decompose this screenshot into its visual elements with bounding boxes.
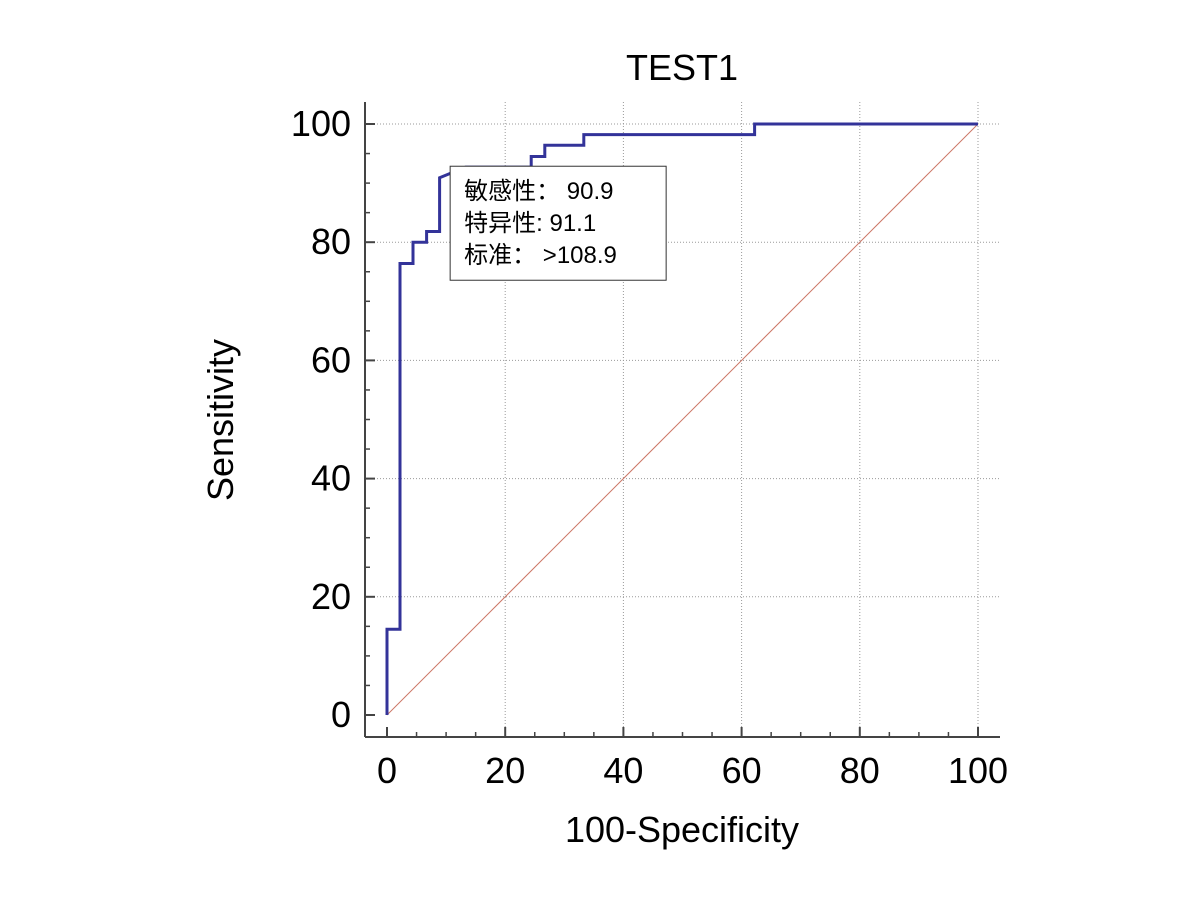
annotation-sensitivity: 敏感性： 90.9 <box>464 178 613 205</box>
x-tick-label: 60 <box>722 750 762 791</box>
y-tick-label: 80 <box>311 221 351 262</box>
tick-labels: 0 20 40 60 80 100 0 20 40 60 80 100 <box>291 103 1008 791</box>
y-tick-label: 20 <box>311 576 351 617</box>
reference-diagonal <box>386 123 979 716</box>
y-tick-label: 100 <box>291 103 351 144</box>
x-tick-label: 40 <box>603 750 643 791</box>
annotation-box <box>449 165 667 281</box>
cutoff-annotation: 敏感性： 90.9 特异性: 91.1 标准： >108.9 <box>449 165 667 281</box>
x-tick-label: 20 <box>485 750 525 791</box>
annotation-specificity: 特异性: 91.1 <box>464 210 596 237</box>
axes <box>364 102 1000 738</box>
y-tick-label: 40 <box>311 458 351 499</box>
x-tick-label: 100 <box>948 750 1008 791</box>
x-axis-title: 100-Specificity <box>565 809 799 850</box>
annotation-criterion: 标准： >108.9 <box>464 242 617 269</box>
y-axis-title: Sensitivity <box>200 339 241 501</box>
y-tick-label: 0 <box>331 694 351 735</box>
x-tick-label: 80 <box>840 750 880 791</box>
chart-title: TEST1 <box>626 47 738 88</box>
y-tick-label: 60 <box>311 339 351 380</box>
x-tick-label: 0 <box>377 750 397 791</box>
